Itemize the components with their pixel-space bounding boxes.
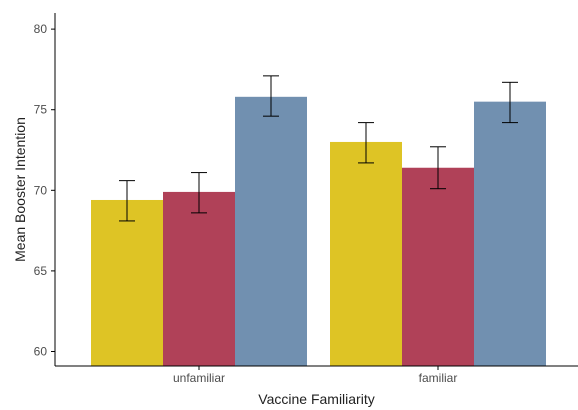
y-ticks: 60 65 70 75 80: [34, 22, 55, 358]
bar-familiar-3: [474, 101, 546, 367]
error-bar-unfamiliar-2: [191, 172, 207, 214]
x-tick-label-familiar: familiar: [419, 371, 458, 385]
bar-unfamiliar-1: [91, 199, 163, 366]
error-bar-unfamiliar-3: [263, 75, 279, 117]
y-tick-label-70: 70: [34, 183, 48, 197]
y-tick-label-65: 65: [34, 264, 48, 278]
bar-unfamiliar-3: [235, 96, 307, 366]
error-bar-familiar-2: [430, 146, 446, 190]
error-bar-familiar-3: [502, 81, 518, 124]
y-tick-label-80: 80: [34, 22, 48, 36]
bar-familiar-1: [330, 141, 402, 366]
x-ticks: unfamiliar familiar: [173, 366, 457, 385]
error-bar-unfamiliar-1: [119, 180, 135, 222]
bar-unfamiliar-2: [163, 191, 235, 366]
y-axis-title: Mean Booster Intention: [12, 117, 28, 262]
y-tick-label-75: 75: [34, 103, 48, 117]
x-axis-title: Vaccine Familiarity: [258, 391, 374, 407]
bar-familiar-2: [402, 167, 474, 366]
error-bars-layer: [119, 75, 518, 222]
x-tick-label-unfamiliar: unfamiliar: [173, 371, 225, 385]
bars-layer: [91, 96, 546, 367]
y-tick-label-60: 60: [34, 344, 48, 358]
error-bar-familiar-1: [358, 122, 374, 164]
